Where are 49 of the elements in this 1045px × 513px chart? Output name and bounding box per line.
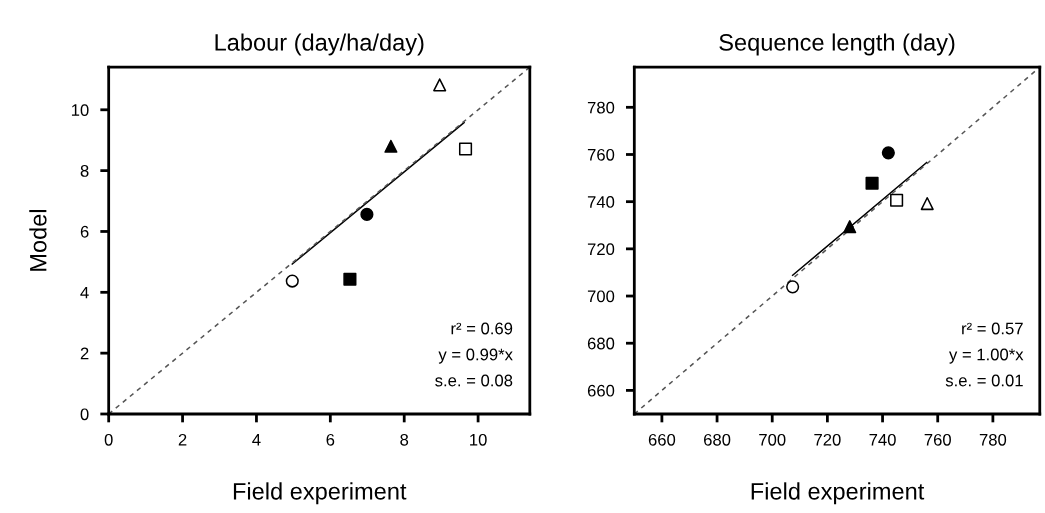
y-tick-label: 2 (80, 347, 89, 360)
annotation: s.e. = 0.08 (435, 374, 513, 387)
point (890, 193, 904, 207)
annotation: y = 1.00*x (949, 348, 1024, 364)
y-tick-label: 4 (80, 286, 89, 299)
point (384, 139, 398, 153)
y-tick-label: 720 (587, 243, 615, 256)
y-tick-label: 660 (587, 384, 615, 397)
y-tick-label: 8 (80, 165, 89, 177)
y-tick-label: 0 (80, 408, 89, 421)
x-tick-label: 10 (470, 433, 487, 446)
x-axis-title: Field experiment (233, 482, 407, 505)
x-tick-label: 2 (178, 433, 187, 446)
chart-title: Sequence length (day) (719, 33, 955, 56)
annotation: r² = 0.69 (451, 322, 513, 335)
x-tick-label: 680 (704, 433, 731, 446)
x-tick-label: 4 (252, 434, 261, 446)
x-axis-title: Field experiment (751, 482, 925, 505)
x-tick-label: 740 (869, 433, 896, 446)
annotation: r² = 0.57 (962, 322, 1023, 335)
annotation: s.e. = 0.01 (945, 374, 1023, 387)
x-tick-label: 780 (979, 433, 1007, 446)
y-tick-label: 6 (80, 225, 89, 238)
x-tick-label: 660 (648, 433, 676, 446)
x-tick-label: 760 (924, 433, 951, 446)
y-tick-label: 680 (587, 337, 615, 350)
y-tick-label: 780 (587, 101, 615, 114)
x-tick-label: 720 (814, 433, 841, 446)
y-tick-label: 700 (587, 290, 615, 303)
point (865, 176, 879, 190)
point (360, 207, 374, 222)
point (843, 220, 857, 234)
x-tick-label: 0 (104, 433, 113, 446)
point (285, 274, 299, 288)
y-axis-title: Model (29, 210, 47, 271)
annotation: y = 0.99*x (438, 348, 513, 364)
y-tick-label: 760 (587, 148, 615, 161)
y-tick-label: 740 (587, 196, 615, 208)
point (458, 142, 473, 156)
point (433, 78, 447, 92)
x-tick-label: 8 (400, 433, 409, 446)
y-tick-label: 10 (71, 104, 89, 116)
point (343, 272, 357, 286)
point (786, 280, 800, 294)
chart-title: Labour (day/ha/day) (215, 33, 424, 56)
x-tick-label: 6 (326, 433, 335, 446)
point (881, 146, 895, 160)
point (920, 196, 934, 211)
x-tick-label: 700 (759, 433, 786, 446)
